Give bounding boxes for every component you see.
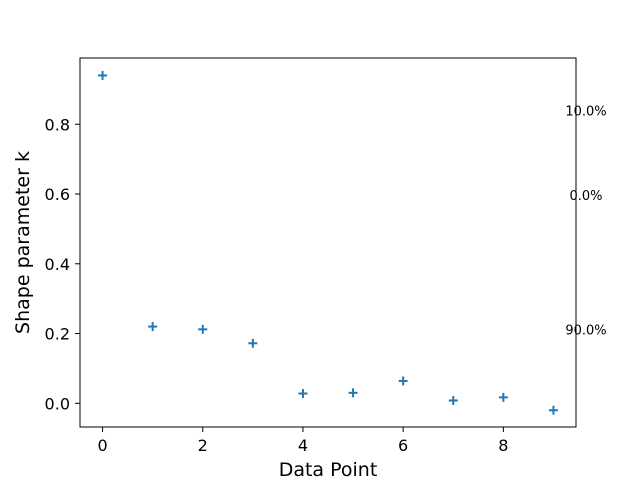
data-point [98, 70, 108, 80]
data-point [248, 338, 258, 348]
data-point [448, 395, 458, 405]
data-point [298, 389, 308, 399]
y-tick-label: 0.0 [45, 394, 70, 413]
x-tick-label: 0 [97, 436, 107, 455]
y-tick-label: 0.4 [45, 255, 70, 274]
plot-area [79, 57, 577, 428]
data-point [198, 324, 208, 334]
y-axis-label: Shape parameter k [12, 151, 34, 334]
data-point [548, 405, 558, 415]
data-point [148, 322, 158, 332]
data-point [398, 376, 408, 386]
x-tick-label: 8 [498, 436, 508, 455]
x-tick-label: 6 [398, 436, 408, 455]
x-tick-label: 4 [298, 436, 308, 455]
annotation-label: 0.0% [569, 189, 602, 204]
y-tick-label: 0.2 [45, 325, 70, 344]
annotation-label: 10.0% [565, 104, 606, 119]
x-axis-ticks: 0 2 4 6 8 [97, 427, 508, 455]
x-axis-label: Data Point [279, 459, 378, 480]
data-points [98, 70, 558, 415]
y-axis-ticks: 0.0 0.2 0.4 0.6 0.8 [45, 115, 80, 413]
x-tick-label: 2 [198, 436, 208, 455]
annotation-label: 90.0% [565, 323, 606, 338]
data-point [348, 388, 358, 398]
y-tick-label: 0.6 [45, 185, 70, 204]
annotations: 10.0% 0.0% 90.0% [565, 104, 606, 338]
data-point [498, 392, 508, 402]
y-tick-label: 0.8 [45, 115, 70, 134]
